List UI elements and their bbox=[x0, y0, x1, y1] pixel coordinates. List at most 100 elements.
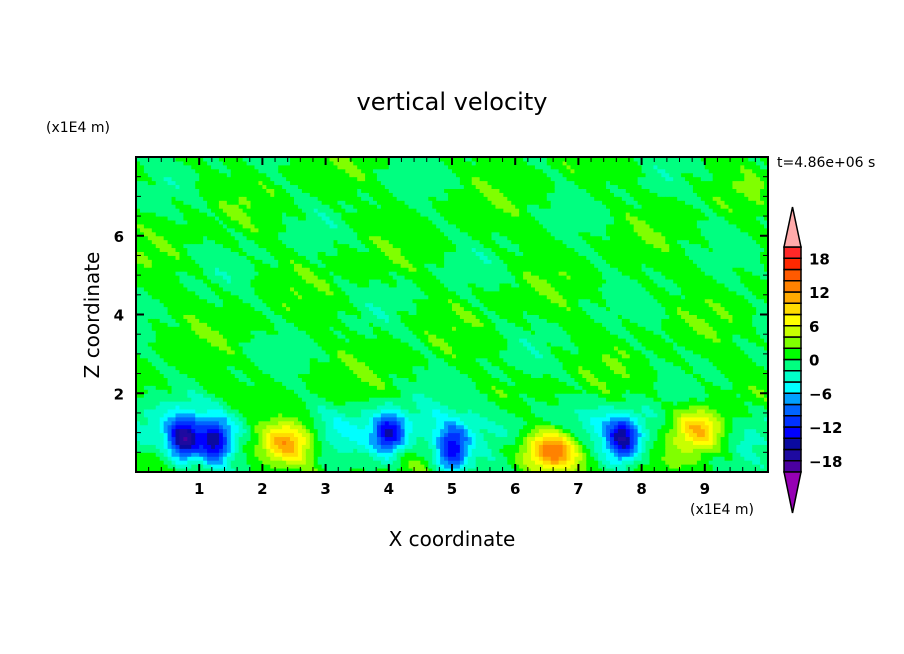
contour-cell bbox=[211, 302, 216, 308]
contour-cell bbox=[163, 168, 169, 174]
contour-cell bbox=[317, 460, 323, 465]
contour-cell bbox=[226, 397, 232, 402]
contour-cell bbox=[373, 306, 378, 312]
contour-cell bbox=[159, 157, 165, 162]
contour-cell bbox=[163, 223, 169, 229]
contour-cell bbox=[151, 298, 157, 304]
contour-cell bbox=[333, 365, 338, 371]
contour-cell bbox=[270, 271, 275, 276]
contour-cell bbox=[175, 330, 180, 335]
contour-cell bbox=[301, 196, 307, 201]
contour-cell bbox=[282, 160, 287, 166]
contour-cell bbox=[274, 223, 279, 229]
contour-cell bbox=[246, 220, 252, 225]
contour-cell bbox=[143, 235, 149, 241]
contour-cell bbox=[290, 243, 295, 249]
contour-cell bbox=[361, 271, 366, 276]
contour-cell bbox=[262, 318, 267, 323]
contour-cell bbox=[234, 192, 240, 197]
contour-cell bbox=[143, 444, 149, 449]
contour-cell bbox=[309, 444, 315, 449]
contour-cell bbox=[175, 436, 180, 441]
contour-cell bbox=[242, 389, 248, 394]
contour-cell bbox=[254, 267, 259, 272]
contour-cell bbox=[333, 216, 338, 221]
contour-cell bbox=[345, 275, 350, 280]
contour-cell bbox=[155, 456, 161, 461]
contour-cell bbox=[376, 255, 382, 260]
contour-cell bbox=[325, 334, 331, 339]
contour-cell bbox=[373, 208, 378, 213]
contour-cell bbox=[187, 231, 192, 237]
contour-cell bbox=[301, 220, 307, 225]
contour-cell bbox=[361, 306, 366, 312]
contour-cell bbox=[329, 184, 334, 189]
contour-cell bbox=[222, 314, 228, 319]
contour-cell bbox=[226, 204, 232, 209]
contour-cell bbox=[313, 192, 319, 197]
contour-cell bbox=[325, 397, 331, 402]
contour-cell bbox=[211, 389, 216, 394]
contour-cell bbox=[246, 357, 252, 363]
contour-cell bbox=[349, 231, 354, 237]
contour-cell bbox=[250, 464, 255, 469]
contour-cell bbox=[333, 330, 338, 335]
contour-cell bbox=[349, 401, 354, 406]
contour-cell bbox=[139, 405, 145, 410]
contour-cell bbox=[136, 208, 141, 213]
contour-cell bbox=[222, 235, 228, 241]
contour-cell bbox=[266, 409, 271, 414]
contour-cell bbox=[286, 314, 291, 319]
contour-cell bbox=[345, 310, 350, 315]
contour-cell bbox=[380, 369, 386, 375]
contour-cell bbox=[349, 220, 354, 225]
contour-cell bbox=[274, 428, 279, 434]
contour-cell bbox=[187, 464, 192, 469]
contour-cell bbox=[361, 369, 366, 375]
contour-cell bbox=[294, 180, 299, 186]
contour-cell bbox=[203, 389, 208, 394]
contour-cell bbox=[211, 444, 216, 449]
contour-cell bbox=[147, 338, 153, 343]
contour-cell bbox=[147, 180, 153, 186]
contour-cell bbox=[218, 365, 224, 371]
contour-cell bbox=[290, 428, 295, 434]
contour-cell bbox=[155, 405, 161, 410]
contour-cell bbox=[290, 172, 295, 178]
contour-cell bbox=[349, 239, 354, 245]
contour-cell bbox=[286, 263, 291, 268]
contour-cell bbox=[167, 464, 173, 469]
contour-cell bbox=[175, 231, 180, 237]
contour-cell bbox=[325, 318, 331, 323]
contour-cell bbox=[250, 286, 255, 292]
contour-cell bbox=[230, 440, 236, 445]
contour-cell bbox=[179, 322, 184, 327]
contour-cell bbox=[147, 432, 153, 438]
contour-cell bbox=[329, 314, 334, 319]
contour-cell bbox=[226, 405, 232, 410]
contour-cell bbox=[215, 326, 220, 331]
contour-cell bbox=[345, 369, 350, 375]
contour-cell bbox=[218, 460, 224, 465]
contour-cell bbox=[309, 220, 315, 225]
contour-cell bbox=[290, 377, 295, 382]
contour-cell bbox=[321, 353, 327, 359]
contour-cell bbox=[325, 279, 331, 284]
contour-cell bbox=[218, 330, 224, 335]
contour-cell bbox=[163, 220, 169, 225]
contour-cell bbox=[159, 216, 165, 221]
contour-cell bbox=[349, 464, 354, 469]
contour-cell bbox=[282, 444, 287, 449]
contour-cell bbox=[155, 251, 161, 256]
contour-cell bbox=[191, 302, 196, 308]
contour-cell bbox=[325, 412, 331, 418]
contour-cell bbox=[195, 157, 200, 162]
contour-cell bbox=[317, 361, 323, 367]
contour-cell bbox=[258, 255, 263, 260]
contour-cell bbox=[357, 428, 362, 434]
contour-cell bbox=[199, 223, 204, 229]
contour-cell bbox=[258, 401, 263, 406]
contour-cell bbox=[226, 448, 232, 453]
contour-cell bbox=[246, 267, 252, 272]
contour-cell bbox=[222, 259, 228, 264]
